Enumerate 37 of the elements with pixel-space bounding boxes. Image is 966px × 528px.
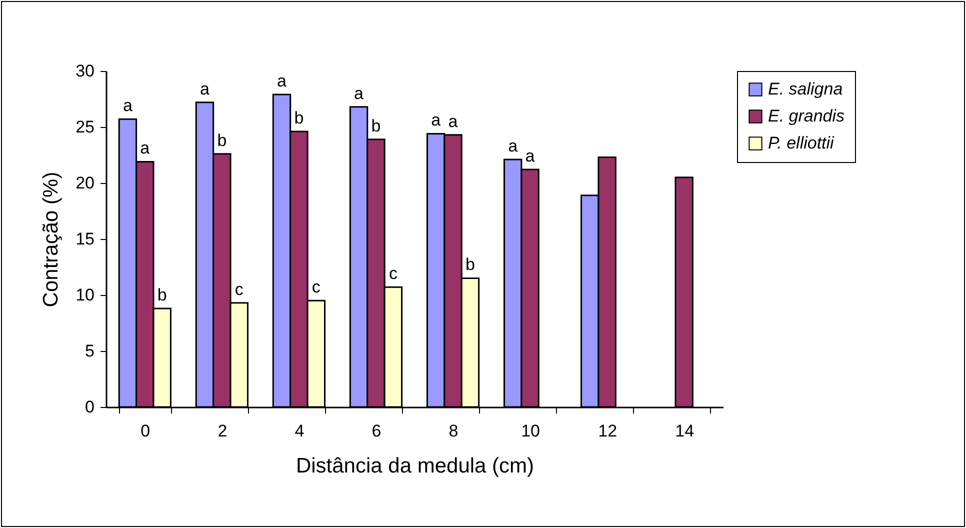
y-tick-label: 20 <box>76 174 94 192</box>
data-label: a <box>525 146 536 166</box>
x-tick-label: 0 <box>140 422 150 440</box>
x-tick-label: 10 <box>521 422 540 440</box>
data-label: b <box>217 130 227 150</box>
y-tick-label: 0 <box>85 398 94 416</box>
y-tick-label: 10 <box>76 286 94 304</box>
data-label: b <box>371 116 381 136</box>
x-tick-label: 14 <box>675 422 694 440</box>
data-label: a <box>140 138 150 158</box>
data-label: b <box>294 108 304 128</box>
data-label: a <box>277 72 288 91</box>
y-tick-label: 5 <box>85 342 94 360</box>
legend-label: P. elliottii <box>768 134 836 152</box>
legend-label: E. grandis <box>768 106 846 126</box>
x-tick-label: 2 <box>218 422 228 440</box>
data-label: c <box>234 280 244 299</box>
x-tick-label: 12 <box>598 422 618 440</box>
data-label: c <box>388 264 398 284</box>
x-tick-label: 8 <box>448 422 458 440</box>
data-label: a <box>354 84 364 103</box>
y-axis-title: Contração (%) <box>40 172 63 308</box>
y-tick-label: 25 <box>76 118 94 136</box>
legend-label: E. saligna <box>768 80 843 98</box>
data-label: b <box>157 285 167 304</box>
data-label: a <box>508 136 518 156</box>
data-label: a <box>431 110 442 130</box>
y-tick-label: 15 <box>76 230 94 248</box>
data-label: c <box>312 278 321 297</box>
data-label: a <box>200 79 210 98</box>
x-axis-title: Distância da medula (cm) <box>296 454 534 478</box>
x-tick-label: 4 <box>294 422 304 440</box>
data-label: a <box>122 96 133 116</box>
x-tick-label: 6 <box>372 422 382 440</box>
data-label: b <box>465 255 475 274</box>
data-label: a <box>448 112 458 131</box>
y-tick-label: 30 <box>76 62 94 80</box>
